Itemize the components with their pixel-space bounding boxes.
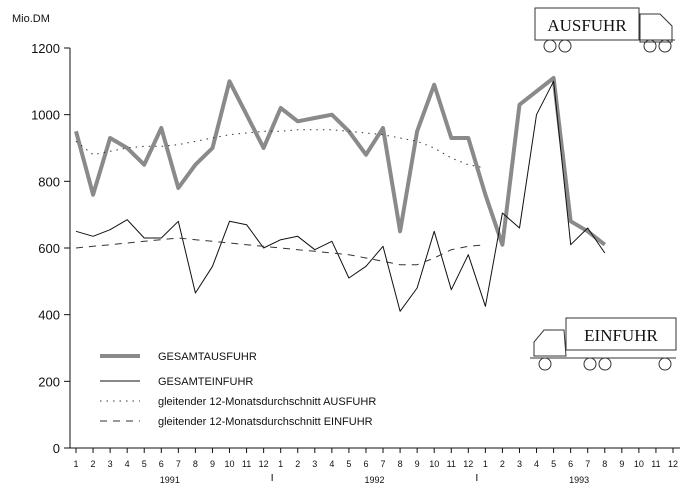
- x-tick-label: 9: [415, 459, 420, 469]
- x-tick-label: 3: [517, 459, 522, 469]
- wheel: [598, 357, 612, 371]
- x-tick-label: 2: [91, 459, 96, 469]
- x-tick-label: 4: [329, 459, 334, 469]
- y-tick-label: 600: [38, 241, 60, 256]
- x-tick-label: 6: [159, 459, 164, 469]
- wheel: [538, 357, 552, 371]
- legend-label: GESAMTEINFUHR: [158, 376, 253, 388]
- truck-box: [565, 317, 677, 351]
- truck-einfuhr: EINFUHR: [530, 317, 677, 371]
- x-tick-label: 8: [398, 459, 403, 469]
- x-tick-label: 5: [142, 459, 147, 469]
- x-tick-label: 10: [429, 459, 439, 469]
- x-tick-label: 10: [225, 459, 235, 469]
- series-line: [75, 129, 486, 169]
- y-axis-label: Mio.DM: [12, 13, 50, 25]
- x-tick-label: 1: [73, 459, 78, 469]
- y-tick-label: 1200: [31, 41, 60, 56]
- x-tick-label: 4: [125, 459, 130, 469]
- annotation: AUSFUHR: [547, 16, 627, 35]
- x-tick-label: 10: [634, 459, 644, 469]
- x-tick-label: 12: [463, 459, 473, 469]
- wheel: [643, 39, 657, 53]
- series-line: [75, 237, 486, 266]
- wheel: [658, 357, 672, 371]
- x-tick-label: 6: [363, 459, 368, 469]
- wheel: [558, 39, 572, 53]
- x-tick-label: 1: [278, 459, 283, 469]
- x-tick-label: 1: [483, 459, 488, 469]
- series-line: [74, 76, 607, 247]
- year-label: 1991: [160, 475, 180, 485]
- x-tick-label: 2: [295, 459, 300, 469]
- y-tick-label: 800: [38, 174, 60, 189]
- y-tick-label: 400: [38, 308, 60, 323]
- x-tick-label: 2: [500, 459, 505, 469]
- x-tick-label: 8: [193, 459, 198, 469]
- x-tick-label: 5: [346, 459, 351, 469]
- year-label: 1993: [569, 475, 589, 485]
- truck-box: [534, 7, 640, 41]
- y-tick-label: 1000: [31, 108, 60, 123]
- wheel: [658, 39, 672, 53]
- legend-label: GESAMTAUSFUHR: [158, 351, 257, 363]
- x-tick-label: 7: [381, 459, 386, 469]
- x-tick-label: 3: [312, 459, 317, 469]
- x-tick-label: 7: [176, 459, 181, 469]
- x-tick-label: 8: [602, 459, 607, 469]
- x-tick-label: 3: [108, 459, 113, 469]
- x-tick-label: 12: [668, 459, 678, 469]
- x-tick-label: 12: [259, 459, 269, 469]
- legend-label: gleitender 12-Monatsdurchschnitt AUSFUHR: [158, 396, 376, 408]
- legend-label: gleitender 12-Monatsdurchschnitt EINFUHR: [158, 416, 373, 428]
- x-tick-label: 11: [242, 459, 251, 469]
- wheel: [583, 357, 597, 371]
- x-tick-label: 7: [585, 459, 590, 469]
- series-line: [75, 80, 606, 312]
- annotation: EINFUHR: [584, 326, 658, 345]
- year-label: 1992: [364, 475, 384, 485]
- truck-ausfuhr: AUSFUHR: [534, 7, 675, 53]
- x-tick-label: 11: [447, 459, 456, 469]
- x-tick-label: 6: [568, 459, 573, 469]
- wheel: [543, 39, 557, 53]
- x-tick-label: 9: [210, 459, 215, 469]
- x-tick-label: 4: [534, 459, 539, 469]
- x-tick-label: 11: [651, 459, 660, 469]
- y-tick-label: 200: [38, 374, 60, 389]
- x-tick-label: 5: [551, 459, 556, 469]
- x-tick-label: 9: [619, 459, 624, 469]
- y-tick-label: 0: [53, 441, 60, 456]
